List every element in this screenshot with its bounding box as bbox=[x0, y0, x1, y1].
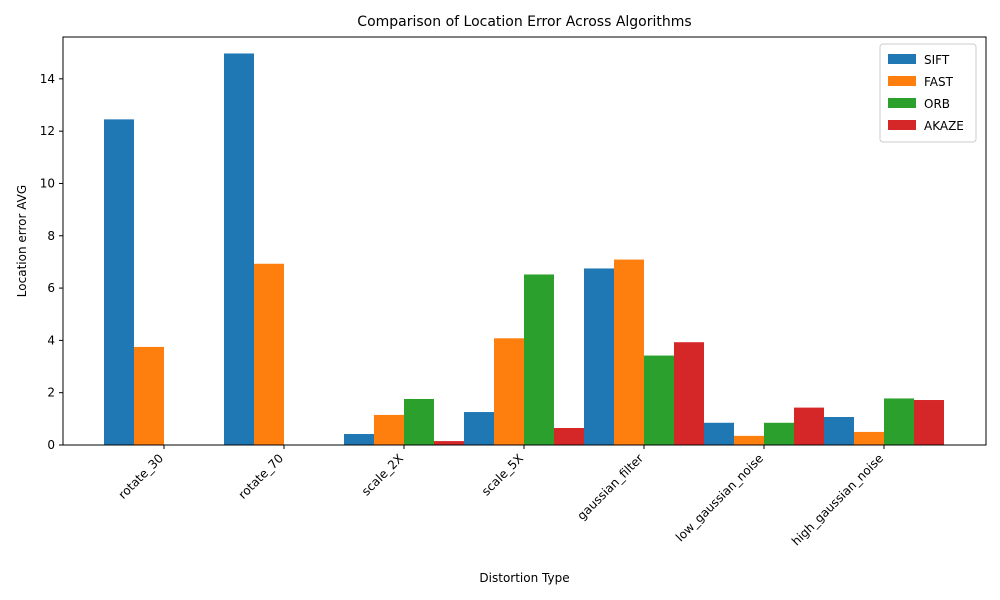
bar-orb-gaussian_filter bbox=[644, 355, 674, 445]
x-axis-label: Distortion Type bbox=[479, 571, 569, 585]
bar-akaze-scale_2X bbox=[434, 441, 464, 445]
legend: SIFT FAST ORB AKAZE bbox=[879, 43, 977, 143]
bars-group bbox=[104, 53, 944, 445]
legend-label-orb: ORB bbox=[924, 97, 950, 111]
bar-akaze-high_gaussian_noise bbox=[914, 400, 944, 445]
bar-akaze-low_gaussian_noise bbox=[794, 407, 824, 445]
y-tick-label: 4 bbox=[47, 333, 55, 347]
chart-title: Comparison of Location Error Across Algo… bbox=[357, 14, 691, 30]
bar-orb-high_gaussian_noise bbox=[884, 398, 914, 445]
x-tick-label-gaussian_filter: gaussian_filter bbox=[574, 451, 646, 523]
legend-label-sift: SIFT bbox=[924, 53, 950, 67]
bar-fast-rotate_30 bbox=[134, 346, 164, 445]
y-tick-label: 14 bbox=[40, 72, 55, 86]
bar-orb-low_gaussian_noise bbox=[764, 422, 794, 445]
legend-box bbox=[879, 43, 977, 143]
y-tick-label: 6 bbox=[47, 281, 55, 295]
y-tick-label: 0 bbox=[47, 438, 55, 452]
legend-swatch-fast bbox=[888, 76, 916, 86]
bar-orb-scale_2X bbox=[404, 398, 434, 445]
y-axis-label: Location error AVG bbox=[15, 185, 29, 297]
legend-label-akaze: AKAZE bbox=[924, 119, 964, 133]
bar-akaze-gaussian_filter bbox=[674, 342, 704, 445]
x-tick-label-rotate_70: rotate_70 bbox=[236, 451, 287, 502]
bar-sift-scale_5X bbox=[464, 412, 494, 445]
bar-fast-scale_5X bbox=[494, 338, 524, 445]
bar-sift-rotate_30 bbox=[104, 119, 134, 445]
legend-swatch-akaze bbox=[888, 120, 916, 130]
y-ticks-group: 0 2 4 6 8 10 12 14 bbox=[40, 72, 63, 452]
legend-label-fast: FAST bbox=[924, 75, 954, 89]
bar-fast-gaussian_filter bbox=[614, 259, 644, 445]
x-tick-label-rotate_30: rotate_30 bbox=[116, 451, 167, 502]
bar-fast-high_gaussian_noise bbox=[854, 431, 884, 445]
x-tick-label-high_gaussian_noise: high_gaussian_noise bbox=[789, 451, 886, 548]
bar-fast-low_gaussian_noise bbox=[734, 435, 764, 445]
legend-swatch-orb bbox=[888, 98, 916, 108]
y-tick-label: 12 bbox=[40, 124, 55, 138]
bar-akaze-scale_5X bbox=[554, 428, 584, 445]
x-tick-label-scale_5X: scale_5X bbox=[479, 451, 526, 498]
x-tick-label-scale_2X: scale_2X bbox=[359, 451, 406, 498]
bar-sift-high_gaussian_noise bbox=[824, 417, 854, 445]
x-tick-label-low_gaussian_noise: low_gaussian_noise bbox=[673, 451, 766, 544]
y-tick-label: 2 bbox=[47, 386, 55, 400]
y-tick-label: 10 bbox=[40, 176, 55, 190]
x-ticks-group: rotate_30 rotate_70 scale_2X scale_5X gaussi… bbox=[116, 445, 886, 548]
bar-sift-scale_2X bbox=[344, 434, 374, 445]
bar-sift-low_gaussian_noise bbox=[704, 422, 734, 445]
y-tick-label: 8 bbox=[47, 229, 55, 243]
bar-fast-rotate_70 bbox=[254, 263, 284, 445]
bar-fast-scale_2X bbox=[374, 414, 404, 445]
legend-swatch-sift bbox=[888, 54, 916, 64]
bar-sift-rotate_70 bbox=[224, 53, 254, 445]
bar-sift-gaussian_filter bbox=[584, 268, 614, 445]
bar-orb-scale_5X bbox=[524, 274, 554, 445]
